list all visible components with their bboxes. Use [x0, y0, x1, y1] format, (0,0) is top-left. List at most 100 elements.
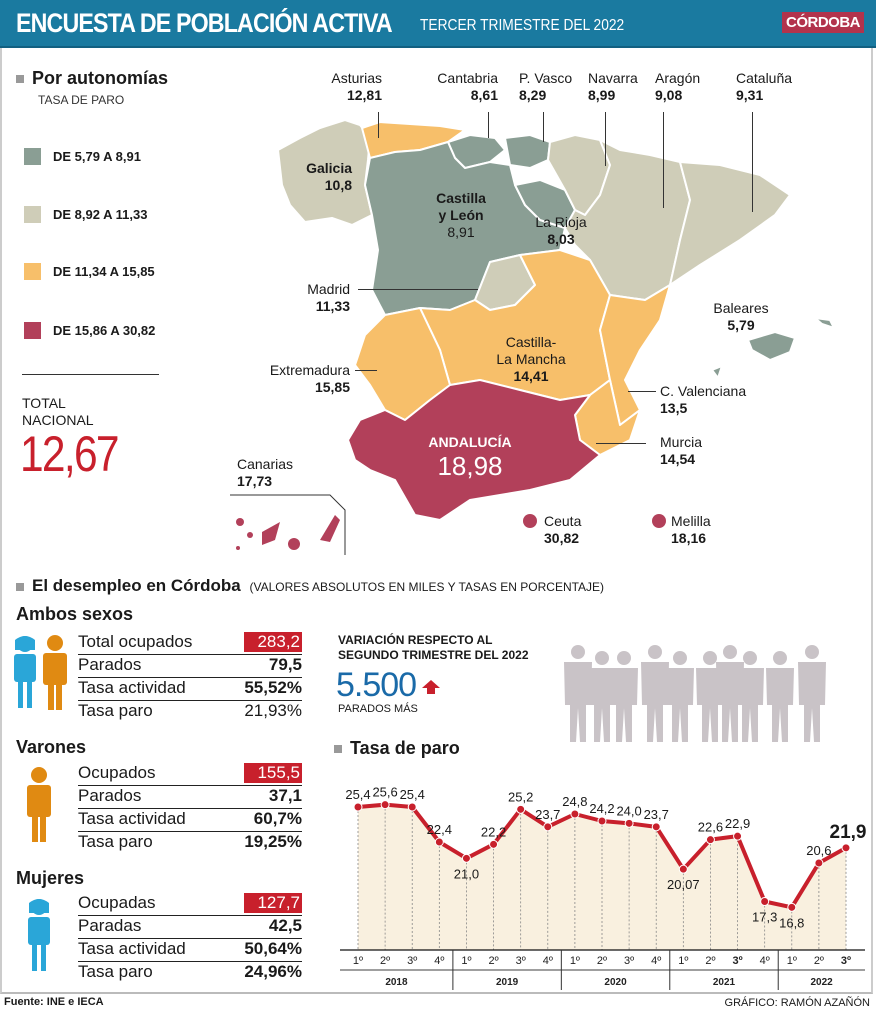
region-name: Cantabria: [437, 70, 498, 86]
label-cantabria: Cantabria 8,61: [428, 70, 498, 104]
region-value: 8,03: [547, 231, 575, 247]
region-name: Navarra: [588, 70, 638, 86]
stat-label: Tasa actividad: [78, 678, 186, 697]
chart-data-point: [543, 822, 553, 832]
total-nacional-value: 12,67: [20, 426, 120, 482]
region-name: Castilla: [436, 190, 486, 206]
region-andalucia: [347, 379, 601, 521]
chart-year-label: 2020: [604, 977, 627, 988]
chart-data-point: [407, 802, 417, 812]
chart-title-label: Tasa de paro: [350, 738, 460, 758]
region-value: 12,81: [346, 87, 382, 103]
leader-line: [596, 443, 646, 444]
chart-data-label: 25,4: [345, 787, 370, 802]
label-extremadura: Extremadura 15,85: [250, 362, 350, 396]
chart-data-point: [353, 802, 363, 812]
chart-title: Tasa de paro: [334, 738, 460, 759]
section-autonomias-label: Por autonomías: [32, 68, 169, 88]
chart-data-label: 20,07: [667, 877, 700, 892]
person-silhouette-head: [673, 651, 687, 665]
chart-data-label: 22,4: [427, 822, 452, 837]
chart-data-point: [678, 864, 688, 874]
man-icon: [43, 635, 67, 710]
region-value: 18,98: [437, 451, 503, 481]
chart-data-label: 17,3: [752, 910, 777, 925]
person-silhouette-head: [617, 651, 631, 665]
person-silhouette-body: [736, 668, 764, 742]
stat-row: Ocupados 155,5: [78, 763, 302, 786]
chart-data-label: 22,6: [698, 820, 723, 835]
region-value: 13,5: [660, 400, 688, 416]
chart-data-point: [570, 809, 580, 819]
chart-year-label: 2019: [496, 977, 519, 988]
chart-data-label: 21,9: [830, 822, 867, 843]
region-cataluna: [669, 161, 791, 286]
region-name: La Mancha: [496, 351, 566, 367]
chart-data-label: 24,8: [562, 794, 587, 809]
region-value: 9,08: [655, 87, 683, 103]
stat-row: Paradas 42,5: [78, 916, 302, 939]
legend-item: DE 11,34 A 15,85: [24, 263, 155, 280]
legend-label: DE 5,79 A 8,91: [53, 149, 141, 164]
region-name: P. Vasco: [519, 70, 573, 86]
region-value: 8,61: [470, 87, 498, 103]
melilla-marker: [652, 514, 666, 528]
stat-value: 50,64%: [244, 939, 302, 958]
region-name: Cataluña: [736, 70, 793, 86]
stat-row: Tasa actividad 60,7%: [78, 809, 302, 832]
label-melilla: Melilla 18,16: [671, 513, 711, 547]
total-nacional-label: TOTAL NACIONAL: [22, 395, 94, 429]
section-autonomias-subtitle: TASA DE PARO: [38, 93, 125, 107]
region-name: Galicia: [306, 160, 352, 176]
stat-value: 21,93%: [244, 701, 302, 720]
chart-data-point: [651, 822, 661, 832]
stats-mujeres: Ocupadas 127,7 Paradas 42,5 Tasa actividad…: [78, 893, 302, 985]
chart-tick-label: 4º: [760, 955, 770, 967]
label-aragon: Aragón 9,08: [655, 70, 700, 104]
legend-label: DE 8,92 A 11,33: [53, 207, 148, 222]
stat-label: Ocupadas: [78, 893, 156, 912]
chart-tick-label: 1º: [678, 955, 688, 967]
variation-caption: PARADOS MÁS: [338, 703, 418, 715]
region-name: Canarias: [237, 456, 294, 472]
section-autonomias-title: Por autonomías: [16, 68, 168, 89]
legend-swatch: [24, 322, 41, 339]
content-frame: [0, 48, 873, 994]
leader-line: [358, 289, 478, 290]
label-ceuta: Ceuta 30,82: [544, 513, 581, 547]
label-andalucia: ANDALUCÍA 18,98: [415, 434, 525, 481]
chart-data-point: [787, 902, 797, 912]
leader-line: [752, 112, 753, 212]
person-silhouette-body: [610, 668, 638, 742]
chart-data-label: 23,7: [644, 807, 669, 822]
chart-tick-label: 3º: [841, 955, 851, 967]
region-name: Castilla-: [505, 334, 557, 350]
stat-label: Tasa actividad: [78, 939, 186, 958]
region-value: 5,79: [727, 317, 755, 333]
label-cataluna: Cataluña 9,31: [736, 70, 792, 104]
person-silhouette-head: [571, 645, 585, 659]
region-baleares-ibiza: [711, 365, 723, 379]
leader-line: [628, 391, 656, 392]
label-canarias: Canarias 17,73: [237, 456, 293, 490]
person-silhouette-head: [805, 645, 819, 659]
ceuta-marker: [523, 514, 537, 528]
legend-swatch: [24, 148, 41, 165]
chart-tick-label: 2º: [597, 955, 607, 967]
chart-data-label: 25,6: [372, 785, 397, 800]
stat-value: 60,7%: [253, 809, 302, 828]
stat-value: 37,1: [268, 786, 302, 805]
legend-label: DE 11,34 A 15,85: [53, 264, 155, 279]
group-title-ambos: Ambos sexos: [16, 604, 134, 624]
label-navarra: Navarra 8,99: [588, 70, 638, 104]
bullet-icon: [16, 75, 24, 84]
region-value: 8,99: [588, 87, 616, 103]
region-cvalenciana: [599, 284, 671, 426]
chart-tick-label: 1º: [570, 955, 580, 967]
region-value: 14,54: [660, 451, 696, 467]
region-value: 11,33: [315, 298, 350, 314]
person-silhouette-head: [648, 645, 662, 659]
chart-tick-label: 2º: [488, 955, 498, 967]
brand-badge: CÓRDOBA: [782, 12, 864, 33]
chart-data-point: [461, 853, 471, 863]
